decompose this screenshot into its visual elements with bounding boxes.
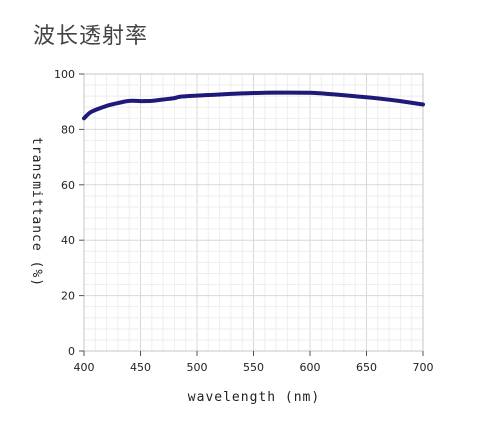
chart-title: 波长透射率 — [33, 24, 149, 49]
grid-lines — [83, 73, 424, 352]
y-tick-label: 60 — [61, 179, 75, 192]
y-axis-label: transmittance (%) — [29, 137, 44, 287]
x-tick-label: 550 — [243, 361, 264, 374]
y-tick-label: 40 — [61, 234, 75, 247]
y-axis-ticks: 0 20 40 60 80 100 — [54, 68, 84, 358]
x-tick-label: 650 — [356, 361, 377, 374]
x-tick-label: 500 — [187, 361, 208, 374]
x-axis-label: wavelength (nm) — [188, 390, 320, 405]
x-tick-label: 400 — [74, 361, 95, 374]
x-axis-ticks: 400 450 500 550 600 650 700 — [74, 351, 434, 374]
x-tick-label: 450 — [130, 361, 151, 374]
x-tick-label: 700 — [413, 361, 434, 374]
y-tick-label: 80 — [61, 123, 75, 136]
x-tick-label: 600 — [300, 361, 321, 374]
transmittance-series-line — [82, 90, 425, 121]
y-tick-label: 20 — [61, 290, 75, 303]
y-tick-label: 100 — [54, 68, 75, 81]
y-tick-label: 0 — [68, 345, 75, 358]
